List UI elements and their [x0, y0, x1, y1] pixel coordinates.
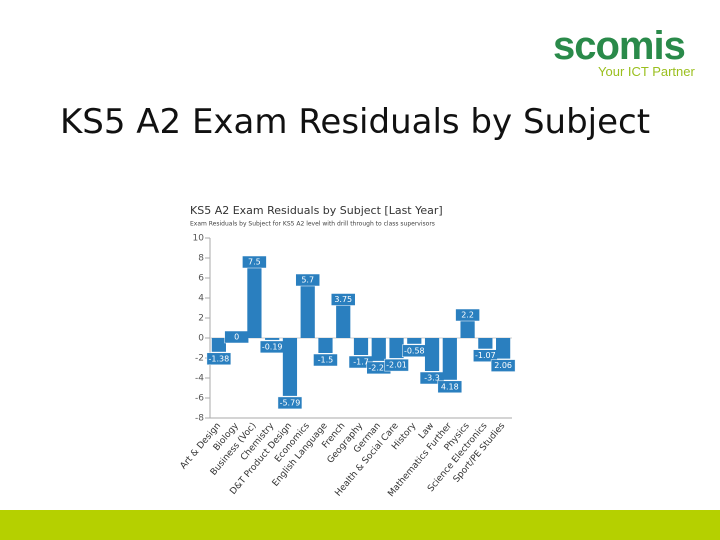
- value-label-box: [206, 352, 232, 366]
- bar: [478, 338, 493, 349]
- value-label: 3.75: [334, 295, 352, 304]
- value-label: -0.58: [404, 346, 425, 355]
- value-label: -1.38: [209, 354, 230, 363]
- value-label: 5.7: [301, 276, 314, 285]
- value-label-box: [490, 359, 516, 372]
- y-tick-label: 8: [198, 254, 204, 264]
- value-label-box: [295, 273, 320, 287]
- bar: [389, 338, 404, 359]
- value-label-box: [437, 380, 463, 394]
- footer-bar: [0, 510, 720, 540]
- value-label: 0: [234, 333, 239, 342]
- bar: [265, 338, 280, 340]
- value-label: -0.19: [262, 342, 283, 351]
- y-tick-label: 0: [198, 334, 204, 344]
- bar: [211, 338, 226, 352]
- chart-title: KS5 A2 Exam Residuals by Subject [Last Y…: [190, 204, 443, 217]
- bar: [247, 263, 262, 338]
- value-label: -2.01: [386, 361, 407, 370]
- bar: [371, 338, 386, 361]
- chart-subtitle: Exam Residuals by Subject for KS5 A2 lev…: [190, 221, 435, 228]
- value-label: -1.7: [353, 358, 369, 367]
- bar: [424, 338, 440, 371]
- tagline: Your ICT Partner: [598, 64, 695, 79]
- value-label: -2.29: [368, 363, 389, 372]
- bar: [336, 300, 351, 338]
- y-tick-label: 6: [198, 274, 204, 284]
- value-label-box: [384, 358, 409, 372]
- value-label-box: [313, 353, 338, 367]
- bar: [496, 338, 511, 359]
- bar: [282, 338, 298, 396]
- y-tick-label: -6: [195, 394, 204, 404]
- value-label: -3.3: [424, 374, 440, 383]
- value-label: 4.18: [441, 382, 459, 391]
- y-tick-label: 2: [198, 314, 204, 324]
- y-tick-label: -2: [195, 354, 204, 364]
- bar: [407, 338, 422, 344]
- value-label-box: [455, 308, 480, 322]
- y-tick-label: 4: [198, 294, 204, 304]
- value-label-box: [242, 255, 267, 269]
- value-label: 2.06: [494, 361, 512, 370]
- logo: scomis: [553, 24, 686, 68]
- y-tick-label: -8: [195, 414, 204, 424]
- value-label-box: [277, 396, 303, 410]
- y-tick-label: -4: [195, 374, 204, 384]
- bar: [353, 338, 369, 355]
- bar: [442, 338, 457, 380]
- bar: [318, 338, 333, 353]
- bar: [460, 316, 475, 338]
- value-label: 7.5: [248, 258, 261, 267]
- value-label: -1.5: [318, 356, 334, 365]
- value-label: -1.07: [475, 351, 496, 360]
- slide-title: KS5 A2 Exam Residuals by Subject: [59, 102, 651, 142]
- value-label: 2.2: [461, 311, 474, 320]
- bar: [300, 281, 315, 338]
- value-label: -5.79: [280, 398, 301, 407]
- y-tick-label: 10: [193, 234, 205, 244]
- value-label-box: [330, 293, 356, 306]
